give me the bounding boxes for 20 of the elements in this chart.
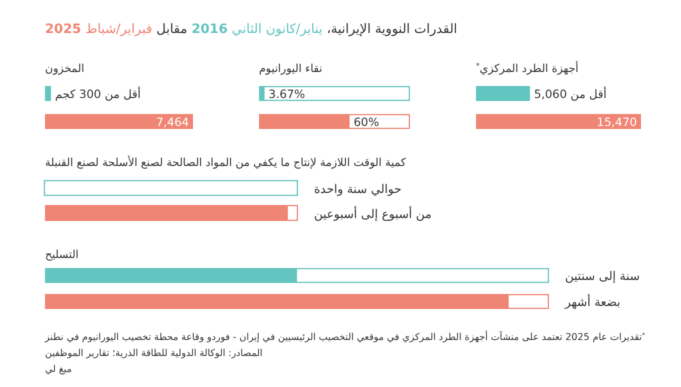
text: ميغ لي — [45, 364, 72, 375]
data-label: أقل من 5,060 — [534, 86, 607, 101]
text: القدرات النووية الإيرانية، — [326, 22, 458, 37]
chart-title: التسليح — [45, 248, 79, 261]
data-label: 15,470 — [596, 115, 637, 129]
data-label: أقل من 300 كجم — [54, 86, 141, 101]
data-label: 3.67% — [268, 87, 306, 101]
text: $^{*}$تقديرات عام 2025 تعتمد على منشآت أجهزة الطرد المركزي في موقعي التخصيب الرئيسيين في إيران - فوردو وقاعة محطة تخصيب اليورانيوم في نطنز — [44, 330, 646, 343]
y-tick-label: بضعة أشهر — [564, 294, 620, 309]
data-label: 60% — [354, 115, 380, 129]
data-label: 7,464 — [156, 115, 189, 129]
chart-title: المخزون — [45, 62, 84, 75]
y-tick-label: من أسبوع إلى أسبوعين — [314, 206, 432, 221]
chart-title: كمية الوقت اللازمة لإنتاج ما يكفي من المواد الصالحة لصنع الأسلحة لصنع القنبلة — [45, 155, 407, 169]
chart-title: نقاء اليورانيوم — [259, 62, 322, 75]
y-tick-label: سنة إلى سنتين — [565, 269, 640, 283]
chart-title: أجهزة الطرد المركزي$^{*}$ — [476, 60, 578, 75]
text: المصادر: الوكالة الدولية للطاقة الذرية؛ تقارير الموظفين — [45, 348, 263, 359]
text: مقابل — [156, 22, 192, 37]
y-tick-label: حوالي سنة واحدة — [314, 182, 402, 196]
